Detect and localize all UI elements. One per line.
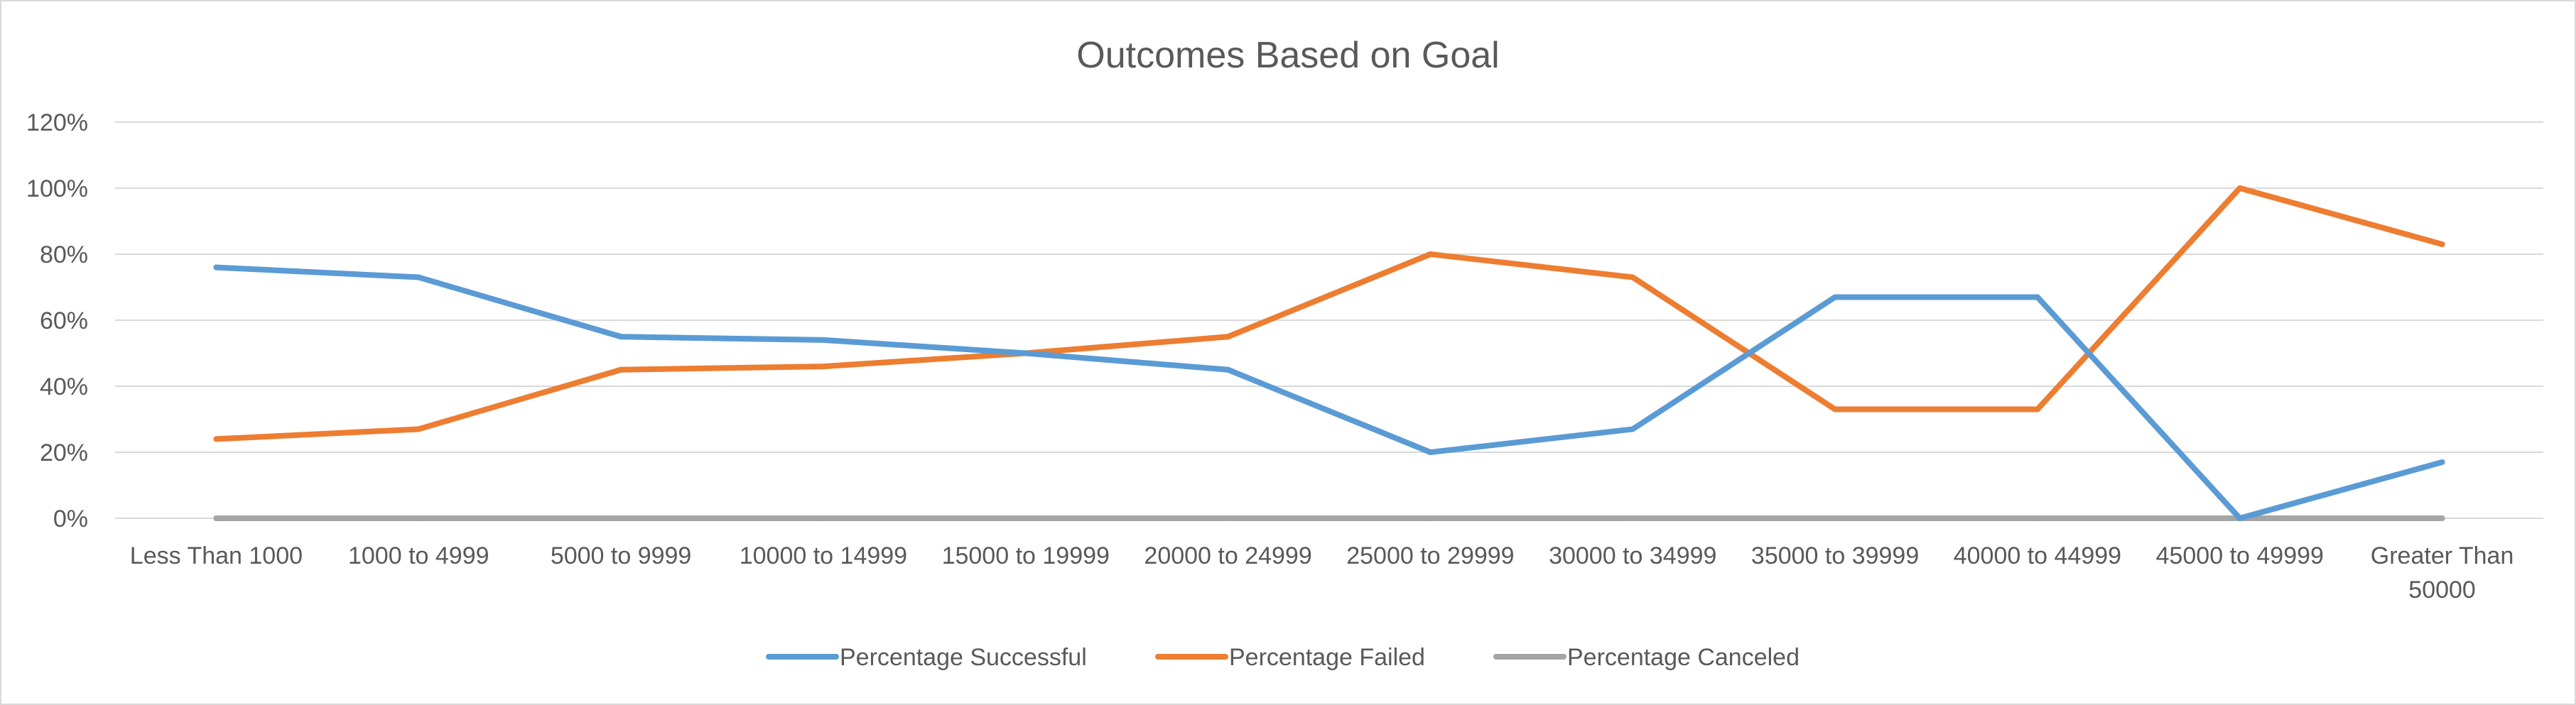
data-point [1022, 350, 1029, 356]
data-point [213, 436, 220, 442]
data-point [1427, 515, 1434, 521]
data-point [1225, 515, 1231, 521]
y-tick-label: 20% [40, 439, 88, 466]
data-point [1832, 406, 1839, 412]
series-line [213, 185, 2445, 442]
data-point [2236, 515, 2243, 521]
data-point [2236, 185, 2243, 191]
x-tick-label: 5000 to 9999 [551, 542, 692, 569]
y-tick-label: 100% [26, 175, 88, 202]
x-tick-label: 30000 to 34999 [1549, 542, 1716, 569]
data-point [2034, 406, 2040, 412]
gridlines [115, 121, 2543, 519]
data-point [1832, 515, 1839, 521]
y-tick-label: 80% [40, 241, 88, 268]
x-tick-label: Greater Than 50000 [2371, 542, 2514, 603]
data-point [820, 515, 826, 521]
chart-title: Outcomes Based on Goal [1076, 35, 1499, 76]
x-tick-label: 35000 to 39999 [1751, 542, 1919, 569]
data-point [618, 366, 624, 373]
x-tick-label: 15000 to 19999 [942, 542, 1110, 569]
data-point [618, 515, 624, 521]
x-tick-label: 10000 to 14999 [740, 542, 907, 569]
data-point [416, 426, 422, 432]
series-line [213, 264, 2445, 521]
y-axis-ticks: 0% 20% 40% 60% 80% 100% 120% [26, 109, 88, 532]
data-point [1022, 515, 1029, 521]
data-point [2034, 294, 2040, 300]
legend-label: Percentage Failed [1229, 644, 1425, 671]
y-tick-label: 60% [40, 307, 88, 334]
x-tick-label: 20000 to 24999 [1144, 542, 1311, 569]
data-point [820, 337, 826, 343]
data-point [2034, 515, 2040, 521]
data-point [1225, 366, 1231, 373]
legend-label: Percentage Successful [840, 644, 1087, 671]
data-point [618, 334, 624, 340]
data-point [213, 515, 220, 521]
series-lines [213, 185, 2445, 521]
data-point [213, 264, 220, 270]
x-tick-label: 1000 to 4999 [348, 542, 489, 569]
data-point [1832, 294, 1839, 300]
data-point [1225, 334, 1231, 340]
data-point [416, 515, 422, 521]
data-point [1630, 274, 1636, 280]
data-point [1427, 449, 1434, 455]
y-tick-label: 40% [40, 373, 88, 400]
data-point [2439, 459, 2445, 465]
data-point [2439, 515, 2445, 521]
data-point [1630, 426, 1636, 432]
legend: Percentage Successful Percentage Failed Pe… [766, 644, 1800, 671]
x-tick-label: 45000 to 49999 [2156, 542, 2324, 569]
x-tick-label: 25000 to 29999 [1346, 542, 1514, 569]
x-tick-label: Less Than 1000 [130, 542, 303, 569]
x-tick-label: 40000 to 44999 [1954, 542, 2121, 569]
data-point [820, 364, 826, 370]
data-point [2439, 241, 2445, 248]
data-point [1427, 251, 1434, 257]
data-point [416, 274, 422, 280]
legend-label: Percentage Canceled [1567, 644, 1800, 671]
x-axis-ticks: Less Than 1000 1000 to 4999 5000 to 9999 10… [130, 542, 2514, 603]
y-tick-label: 0% [53, 505, 88, 532]
y-tick-label: 120% [26, 109, 88, 136]
data-point [1630, 515, 1636, 521]
